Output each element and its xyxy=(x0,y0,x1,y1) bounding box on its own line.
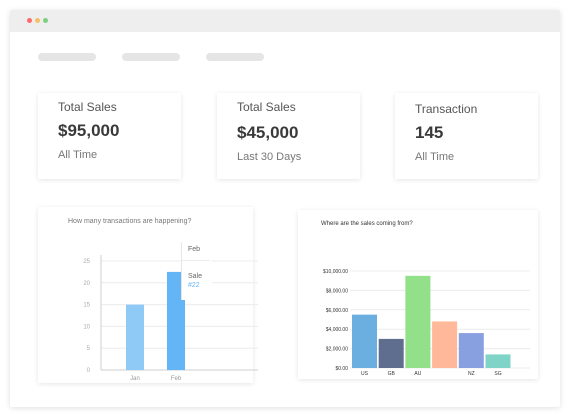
x-tick-label: NZ xyxy=(468,371,475,377)
y-tick-label: 5 xyxy=(87,346,91,352)
window-titlebar xyxy=(10,10,560,32)
nav-placeholder-1[interactable] xyxy=(38,53,96,61)
bar xyxy=(432,321,458,368)
stat-title: Transaction xyxy=(415,102,478,116)
x-tick-label: Jan xyxy=(130,376,140,382)
bar xyxy=(167,271,185,370)
nav-placeholder-3[interactable] xyxy=(206,53,264,61)
y-tick-label: 20 xyxy=(83,281,90,287)
y-tick-label: 10 xyxy=(83,324,90,330)
x-tick-label: Feb xyxy=(171,376,182,382)
bar xyxy=(352,314,377,368)
chart-tooltip: Feb Sale #22 xyxy=(181,242,212,300)
stat-card-transactions: Transaction 145 All Time xyxy=(395,93,538,179)
stat-title: Total Sales xyxy=(58,100,117,114)
y-tick-label: 25 xyxy=(83,259,90,265)
stat-card-total-sales-all-time: Total Sales $95,000 All Time xyxy=(38,93,181,179)
chart-title: How many transactions are happening? xyxy=(68,218,192,225)
y-tick-label: 0 xyxy=(87,368,91,374)
stat-subtitle: Last 30 Days xyxy=(237,151,302,163)
tooltip-divider xyxy=(182,260,210,261)
y-tick-label: $4,000.00 xyxy=(326,327,348,333)
tooltip-label: Sale xyxy=(188,273,203,280)
maximize-dot-icon[interactable] xyxy=(43,18,48,23)
close-dot-icon[interactable] xyxy=(27,18,32,23)
y-tick-label: $0.00 xyxy=(335,366,348,372)
y-tick-label: $8,000.00 xyxy=(326,288,348,294)
stat-subtitle: All Time xyxy=(415,151,455,163)
transactions-bar-chart: 0 5 10 15 20 25 Jan Feb xyxy=(83,255,258,382)
stat-subtitle: All Time xyxy=(58,149,98,161)
y-tick-label: $10,000.00 xyxy=(323,269,348,275)
y-tick-label: $6,000.00 xyxy=(326,308,348,314)
stat-card-total-sales-30-days: Total Sales $45,000 Last 30 Days xyxy=(217,93,360,179)
minimize-dot-icon[interactable] xyxy=(35,18,40,23)
sales-bar-chart: $0.00 $2,000.00 $4,000.00 $6,000.00 $8,000.0… xyxy=(323,269,530,377)
stat-value: 145 xyxy=(415,123,444,142)
nav-placeholder-2[interactable] xyxy=(122,53,180,61)
bar xyxy=(378,338,404,368)
x-tick-label: US xyxy=(361,371,369,377)
x-tick-label: SG xyxy=(494,371,501,377)
stat-value: $45,000 xyxy=(237,123,299,142)
browser-window: Total Sales $95,000 All Time Total Sales… xyxy=(10,10,560,407)
chart-title: Where are the sales coming from? xyxy=(321,221,413,227)
stat-value: $95,000 xyxy=(58,121,120,140)
x-tick-label: GB xyxy=(388,371,396,377)
x-tick-label: AU xyxy=(414,371,421,377)
bar xyxy=(485,354,511,368)
bar xyxy=(405,275,431,368)
bar xyxy=(126,304,144,370)
bar xyxy=(458,333,484,368)
transactions-chart-card: How many transactions are happening? 0 5 1… xyxy=(38,207,258,383)
y-tick-label: $2,000.00 xyxy=(326,347,348,353)
y-tick-label: 15 xyxy=(83,303,90,309)
sales-chart-card: Where are the sales coming from? $0.00 $2… xyxy=(298,210,538,379)
tooltip-header: Feb xyxy=(188,246,201,253)
stat-title: Total Sales xyxy=(237,100,296,114)
tooltip-value: #22 xyxy=(188,282,200,289)
